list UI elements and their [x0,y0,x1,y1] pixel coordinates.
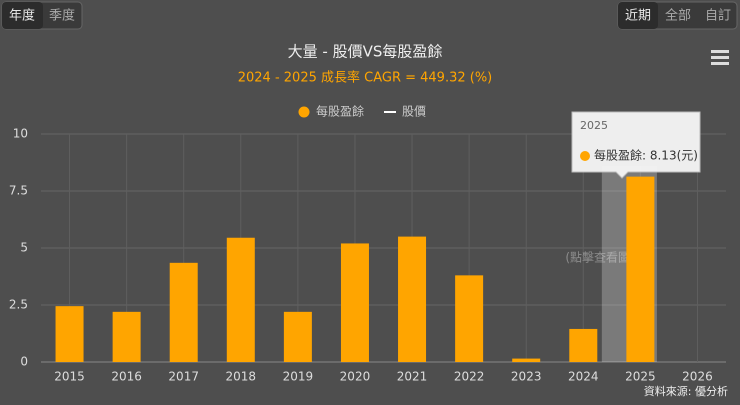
bar [112,311,141,362]
x-tick-label: 2024 [568,370,599,384]
x-tick-label: 2018 [226,370,257,384]
y-tick-label: 10 [13,127,28,141]
bar [512,358,541,362]
x-tick-label: 2019 [283,370,314,384]
legend-label: 每股盈餘 [316,104,364,119]
bar [340,243,369,362]
y-tick-label: 2.5 [9,298,28,312]
tooltip-title: 2025 [580,119,608,132]
x-tick-label: 2015 [54,370,85,384]
chart-title: 大量 - 股價VS每股盈餘 [288,43,443,61]
period-active [2,2,43,29]
x-tick-label: 2026 [682,370,713,384]
tooltip-text: 每股盈餘: 8.13(元) [594,148,698,163]
x-tick-label: 2020 [340,370,371,384]
range-active [618,2,658,29]
range-button[interactable]: 自訂 [705,8,731,24]
bar [398,236,427,362]
tooltip-box [571,111,701,179]
bar [626,176,655,362]
y-tick-label: 5 [20,241,28,255]
tooltip-symbol [580,151,590,161]
watermark: (點擊查看圖表) [565,250,646,265]
x-tick-label: 2025 [625,370,656,384]
range-button[interactable]: 全部 [665,8,691,24]
bar [569,328,598,362]
x-tick-label: 2017 [168,370,199,384]
period-button[interactable]: 季度 [49,8,75,24]
source: 資料來源: 優分析 [644,384,728,398]
x-tick-label: 2016 [111,370,142,384]
x-tick-label: 2023 [511,370,542,384]
chart-subtitle: 2024 - 2025 成長率 CAGR = 449.32 (%) [238,70,493,86]
menu-button[interactable] [708,46,732,68]
x-tick-label: 2022 [454,370,485,384]
bar [55,306,84,362]
legend-symbol [298,106,310,118]
bar [226,237,255,362]
bar [455,275,484,362]
period-button[interactable]: 年度 [9,8,35,24]
y-tick-label: 7.5 [9,184,28,198]
range-button[interactable]: 近期 [625,9,651,24]
legend-label: 股價 [402,105,426,119]
y-tick-label: 0 [20,355,28,369]
bar [283,311,312,362]
x-tick-label: 2021 [397,370,428,384]
bar [169,262,198,362]
